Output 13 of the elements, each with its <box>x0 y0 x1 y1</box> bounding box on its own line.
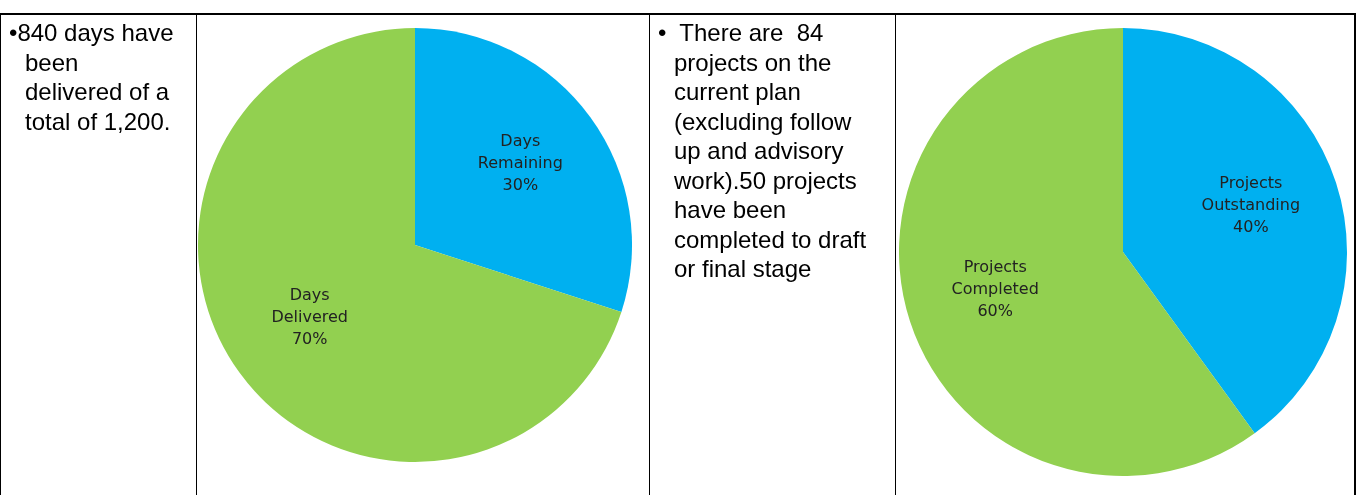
pie-slice <box>415 28 632 313</box>
pie-slice <box>1123 28 1347 434</box>
text: •840 days have been delivered of a total of 1,200. <box>9 18 174 136</box>
data-label: 60% <box>977 300 1013 320</box>
text: • There are 84 projects on the current plan (excluding follow up and advisory work).50 projects have been completed to draft or final stage <box>658 19 867 282</box>
data-label: 40% <box>1233 217 1269 237</box>
pie-slice <box>198 28 622 462</box>
data-label: 30% <box>502 175 539 195</box>
slice-label: Projects Outstanding <box>1201 173 1301 215</box>
slice-label: Days Delivered <box>271 284 348 326</box>
slice-label: Days Remaining <box>477 131 563 173</box>
data-label: 70% <box>291 328 328 348</box>
slice-label: Projects Completed <box>951 256 1039 298</box>
